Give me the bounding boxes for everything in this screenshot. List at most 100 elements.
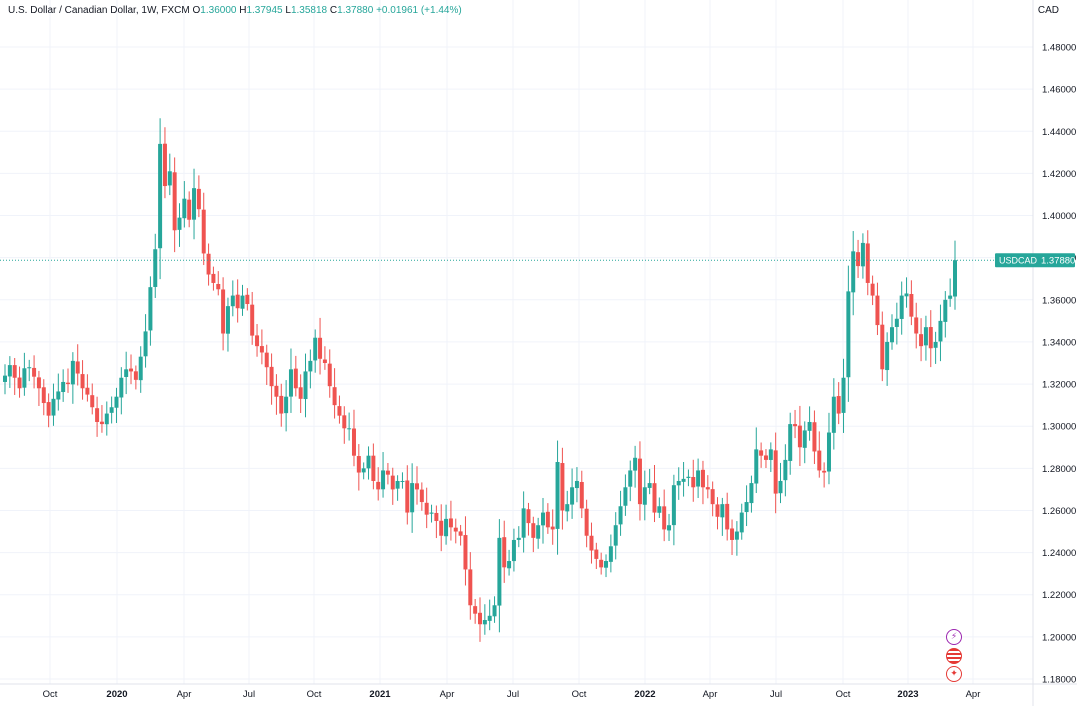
- candle-body: [885, 341, 890, 371]
- candle: [177, 203, 182, 247]
- candle-body: [487, 615, 492, 621]
- candle: [773, 432, 778, 514]
- candle-body: [347, 428, 352, 430]
- candle: [817, 431, 822, 478]
- candle-body: [342, 415, 347, 429]
- candle: [138, 346, 143, 393]
- price-tick-label: 1.28000: [1042, 464, 1076, 475]
- candle-body: [356, 456, 361, 473]
- candle: [565, 490, 570, 522]
- candle: [647, 468, 652, 495]
- candle: [574, 467, 579, 503]
- candle-body: [109, 407, 114, 413]
- candle-body: [327, 363, 332, 387]
- candle: [846, 265, 851, 402]
- candle: [851, 231, 856, 316]
- candle-body: [274, 385, 279, 397]
- candle-body: [681, 478, 686, 482]
- candle: [114, 387, 119, 423]
- candle: [919, 318, 924, 362]
- candle-body: [613, 525, 618, 546]
- candle-body: [686, 476, 691, 478]
- candle-body: [560, 463, 565, 511]
- candle: [279, 383, 284, 427]
- candle: [95, 396, 100, 437]
- candle: [584, 499, 589, 548]
- candle: [99, 405, 104, 433]
- candle-body: [419, 489, 424, 503]
- time-tick-label: Apr: [703, 689, 718, 700]
- candle-body: [192, 188, 197, 220]
- candle: [211, 266, 216, 291]
- symbol-title[interactable]: U.S. Dollar / Canadian Dollar, 1W, FXCM: [8, 5, 190, 16]
- candle: [90, 383, 95, 415]
- candle: [327, 349, 332, 398]
- candle: [313, 329, 318, 373]
- candle-body: [604, 561, 609, 568]
- candle: [739, 503, 744, 540]
- candle-body: [95, 408, 100, 422]
- chart-legend: U.S. Dollar / Canadian Dollar, 1W, FXCM …: [8, 5, 462, 16]
- candle: [434, 505, 439, 539]
- candle-body: [12, 365, 17, 378]
- candle-body: [473, 606, 478, 614]
- candle: [700, 460, 705, 505]
- candle: [342, 406, 347, 444]
- time-tick-label: Oct: [572, 689, 587, 700]
- low-label: L: [285, 5, 291, 16]
- candle: [153, 233, 158, 298]
- candle: [793, 409, 798, 439]
- candle-body: [371, 455, 376, 481]
- candle-body: [318, 337, 323, 359]
- candle: [419, 482, 424, 511]
- candle: [783, 444, 788, 497]
- time-axis[interactable]: Oct 2020 Apr Jul Oct 2021 Apr Jul Oct 2022 Apr Jul O…: [43, 689, 981, 700]
- candle-body: [889, 327, 894, 343]
- candle: [812, 410, 817, 465]
- candle-body: [667, 525, 672, 531]
- candle: [133, 365, 138, 390]
- candle-body: [662, 506, 667, 530]
- candle-body: [938, 320, 943, 342]
- candle: [618, 490, 623, 536]
- candle: [875, 282, 880, 336]
- candle: [870, 275, 875, 306]
- time-tick-label: 2022: [634, 689, 655, 700]
- candle: [124, 351, 129, 395]
- bolt-icon[interactable]: ⚡: [946, 629, 962, 645]
- candle: [255, 324, 260, 357]
- candle: [768, 442, 773, 473]
- last-price-tag-symbol: USDCAD: [999, 256, 1038, 266]
- candle-body: [133, 371, 138, 380]
- candle: [633, 445, 638, 488]
- candle-body: [933, 341, 938, 348]
- candle-body: [235, 294, 240, 309]
- us-flag-icon[interactable]: [946, 648, 962, 664]
- candle-body: [541, 512, 546, 526]
- candle: [608, 534, 613, 573]
- candle: [676, 467, 681, 500]
- candle: [662, 489, 667, 542]
- canada-flag-icon[interactable]: ✦: [946, 666, 962, 682]
- close-label: C: [329, 5, 338, 16]
- candle: [46, 393, 51, 428]
- price-tick-label: 1.42000: [1042, 169, 1076, 180]
- candle-body: [90, 395, 95, 408]
- candle-body: [928, 327, 933, 349]
- price-tick-label: 1.32000: [1042, 380, 1076, 391]
- candle-body: [75, 361, 80, 374]
- candle-body: [138, 356, 143, 381]
- candle: [148, 276, 153, 346]
- time-tick-label: Oct: [43, 689, 58, 700]
- candle-body: [240, 295, 245, 309]
- candle: [269, 353, 274, 405]
- candle-body: [332, 387, 337, 406]
- candle: [27, 359, 32, 382]
- candle: [293, 355, 298, 397]
- candle-body: [628, 470, 633, 487]
- candle: [361, 462, 366, 480]
- candle-body: [41, 387, 46, 404]
- candle: [826, 412, 831, 485]
